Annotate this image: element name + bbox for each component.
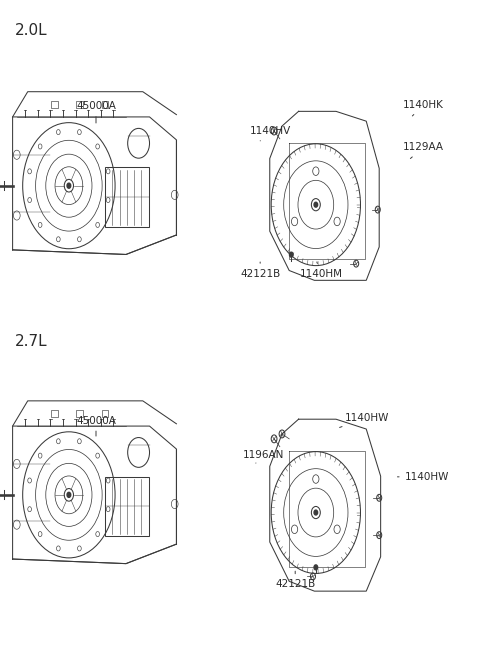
Text: 1140HM: 1140HM [300,262,343,279]
Bar [105,477,149,536]
Text: 2.7L: 2.7L [14,334,47,349]
Text: 1140HK: 1140HK [403,100,444,116]
Circle shape [67,183,71,188]
Circle shape [314,510,318,515]
Text: 1140HV: 1140HV [250,126,291,141]
Text: 42121B: 42121B [240,262,280,279]
Circle shape [67,493,71,497]
Bar [76,410,83,417]
Text: 1140HW: 1140HW [397,472,449,482]
Circle shape [314,202,318,207]
Text: 1196AN: 1196AN [242,450,284,463]
Bar [51,101,58,107]
Text: 45000A: 45000A [76,101,116,123]
Bar [102,101,108,107]
Bar [51,410,58,417]
Text: 42121B: 42121B [275,571,315,590]
Bar [105,168,149,227]
Text: 1140HW: 1140HW [339,413,389,428]
Bar [102,410,108,417]
Text: 45000A: 45000A [76,415,116,436]
Circle shape [289,252,293,257]
Bar [76,101,83,107]
Text: 1129AA: 1129AA [403,142,444,159]
Circle shape [314,565,318,570]
Text: 2.0L: 2.0L [14,23,47,38]
